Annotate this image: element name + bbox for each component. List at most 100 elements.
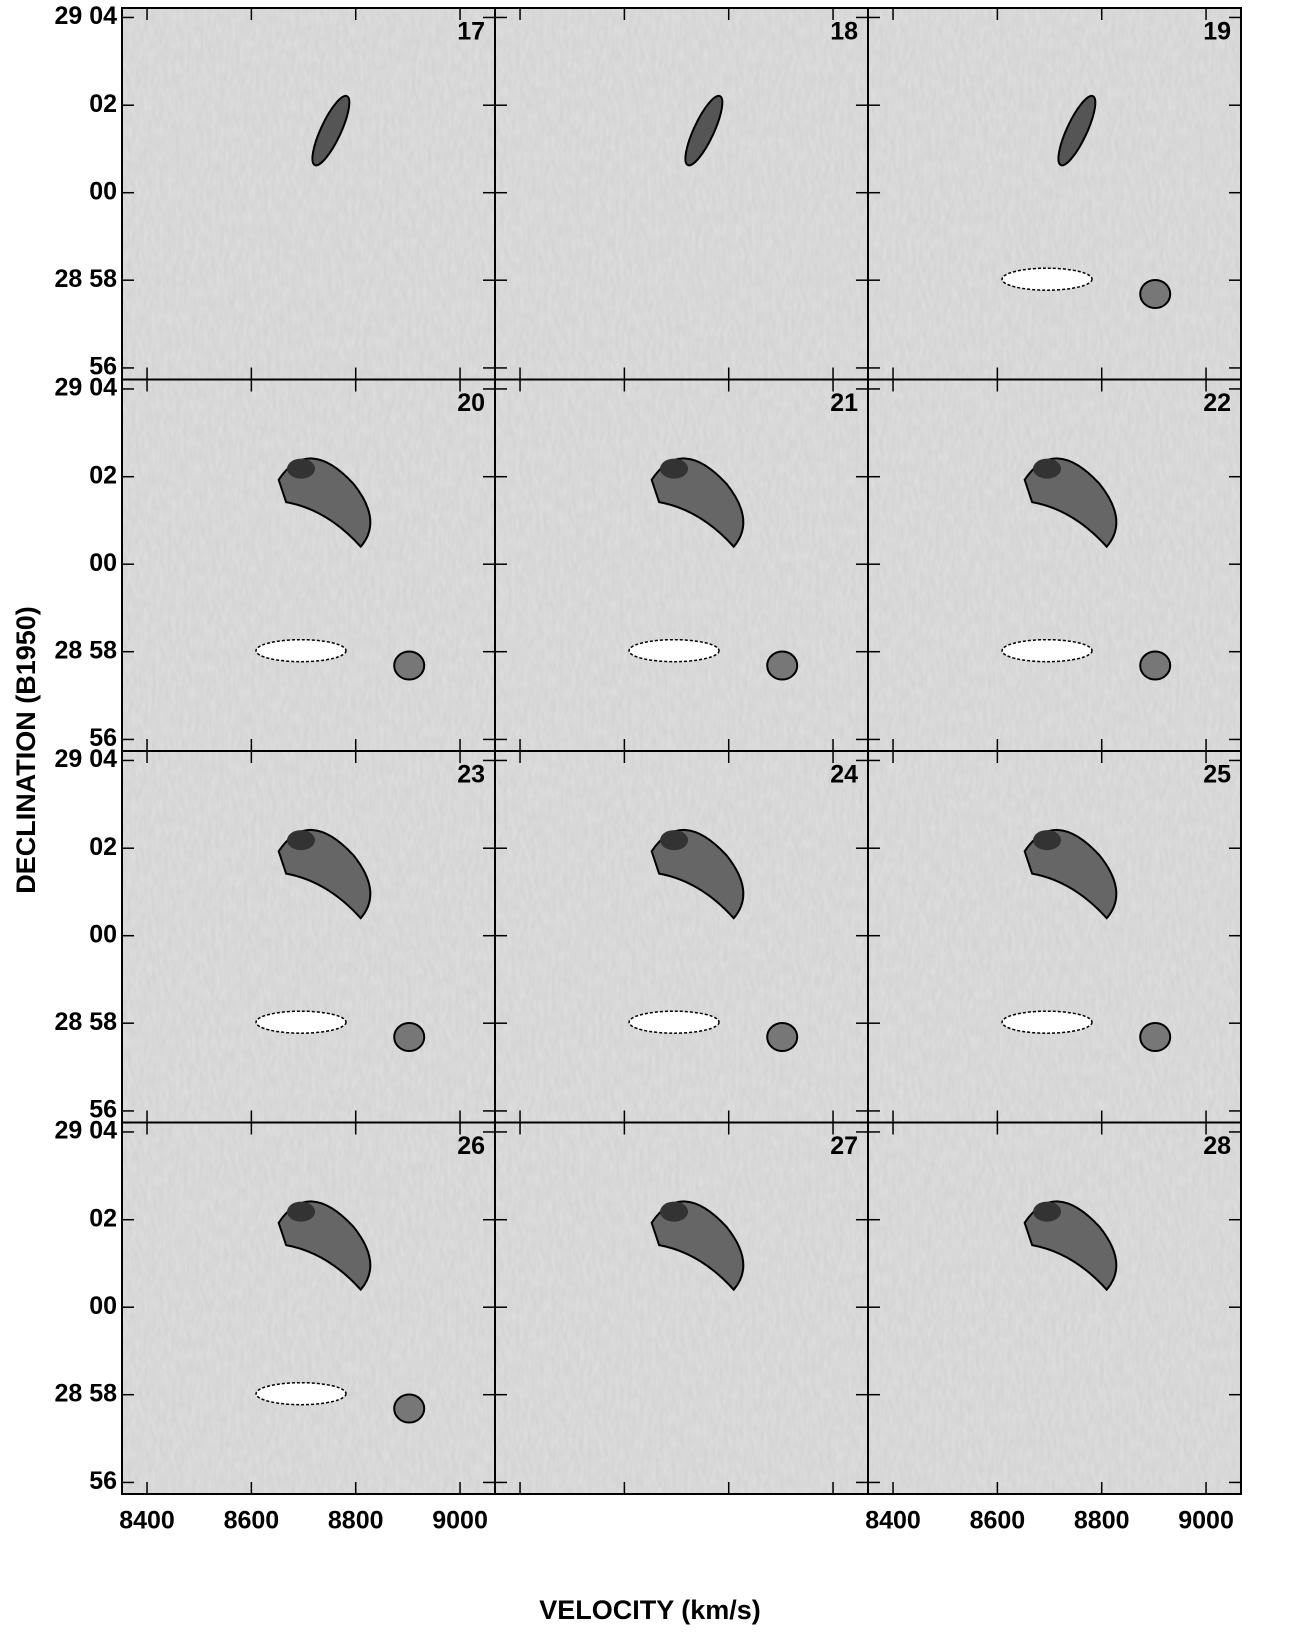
absorption bbox=[1001, 638, 1093, 663]
emission-core bbox=[1033, 1201, 1062, 1222]
emission bbox=[1139, 650, 1172, 681]
panel: 28 8400 8600 8800 9000 bbox=[865, 1121, 1242, 1535]
y-tick-label: 28 58 bbox=[54, 265, 117, 293]
emission bbox=[277, 457, 372, 549]
emission bbox=[393, 650, 426, 681]
emission bbox=[1023, 457, 1118, 549]
panel: 19 bbox=[867, 7, 1242, 381]
y-tick-label: 56 bbox=[89, 1096, 117, 1124]
emission bbox=[650, 828, 745, 920]
absorption bbox=[255, 1381, 347, 1406]
x-tick-label: 8800 bbox=[328, 1507, 384, 1535]
x-tick-label: 8600 bbox=[224, 1507, 280, 1535]
panel: 18 bbox=[494, 7, 869, 381]
x-tick-label: 8600 bbox=[970, 1507, 1026, 1535]
emission bbox=[766, 650, 799, 681]
y-tick-label: 00 bbox=[89, 1292, 117, 1320]
emission-core bbox=[660, 1201, 689, 1222]
y-tick-label: 29 04 bbox=[54, 1117, 117, 1145]
panel-label: 24 bbox=[830, 761, 858, 789]
panel-label: 25 bbox=[1203, 761, 1231, 789]
emission-core bbox=[1033, 458, 1062, 479]
panel-label: 18 bbox=[830, 18, 858, 46]
panel: 20 29 04 02 00 28 58 56 bbox=[54, 374, 496, 752]
panel: 25 bbox=[867, 750, 1242, 1124]
x-tick-label: 8400 bbox=[865, 1507, 921, 1535]
panel-label: 20 bbox=[457, 389, 485, 417]
panel-frame bbox=[867, 1121, 1242, 1495]
noise bbox=[495, 1122, 868, 1494]
panel: 21 bbox=[494, 378, 869, 752]
y-tick-label: 29 04 bbox=[54, 745, 117, 773]
y-tick-label: 02 bbox=[89, 833, 117, 861]
emission bbox=[650, 457, 745, 549]
noise bbox=[868, 8, 1241, 380]
x-axis-label: VELOCITY (km/s) bbox=[539, 1595, 761, 1625]
emission bbox=[766, 1022, 799, 1053]
noise bbox=[495, 8, 868, 380]
absorption bbox=[1001, 267, 1093, 291]
emission bbox=[277, 1200, 372, 1292]
y-tick-label: 00 bbox=[89, 177, 117, 205]
x-tick-label: 9000 bbox=[1178, 1507, 1234, 1535]
y-tick-label: 28 58 bbox=[54, 1008, 117, 1036]
emission-core bbox=[660, 830, 689, 851]
noise bbox=[495, 379, 868, 751]
panel: 22 bbox=[867, 378, 1242, 752]
absorption bbox=[255, 638, 347, 663]
emission bbox=[650, 1200, 745, 1292]
noise bbox=[122, 1122, 495, 1494]
emission bbox=[277, 828, 372, 920]
noise bbox=[122, 379, 495, 751]
absorption bbox=[1001, 1010, 1093, 1034]
y-tick-label: 56 bbox=[89, 724, 117, 752]
emission bbox=[1139, 279, 1172, 310]
y-tick-label: 00 bbox=[89, 549, 117, 577]
noise bbox=[868, 1122, 1241, 1494]
y-axis-label: DECLINATION (B1950) bbox=[11, 606, 41, 894]
emission bbox=[1023, 828, 1118, 920]
panel-label: 28 bbox=[1203, 1132, 1231, 1160]
emission-core bbox=[287, 458, 316, 479]
x-tick-label: 8800 bbox=[1074, 1507, 1130, 1535]
panel: 23 29 04 02 00 28 58 56 bbox=[54, 745, 496, 1124]
emission-core bbox=[660, 458, 689, 479]
y-tick-label: 56 bbox=[89, 1467, 117, 1495]
noise bbox=[122, 751, 495, 1123]
absorption bbox=[255, 1010, 347, 1034]
emission bbox=[393, 1393, 426, 1424]
emission-core bbox=[1033, 830, 1062, 851]
y-tick-label: 28 58 bbox=[54, 1379, 117, 1407]
panel-label: 21 bbox=[830, 389, 858, 417]
emission-core bbox=[287, 1201, 316, 1222]
noise bbox=[868, 379, 1241, 751]
noise bbox=[122, 8, 495, 380]
panel-label: 19 bbox=[1203, 18, 1231, 46]
y-tick-label: 28 58 bbox=[54, 636, 117, 664]
panel: 27 bbox=[494, 1121, 869, 1495]
panel-label: 22 bbox=[1203, 389, 1231, 417]
x-tick-label: 9000 bbox=[432, 1507, 488, 1535]
y-tick-label: 00 bbox=[89, 920, 117, 948]
x-tick-label: 8400 bbox=[119, 1507, 175, 1535]
panel: 17 29 04 02 00 28 58 56 bbox=[54, 2, 496, 381]
absorption bbox=[628, 1010, 720, 1034]
emission-core bbox=[287, 830, 316, 851]
emission bbox=[1139, 1022, 1172, 1053]
emission bbox=[684, 94, 724, 167]
panel-label: 26 bbox=[457, 1132, 485, 1160]
panel-label: 23 bbox=[457, 761, 485, 789]
panel-label: 17 bbox=[457, 18, 485, 46]
panel-label: 27 bbox=[830, 1132, 858, 1160]
emission bbox=[311, 94, 351, 167]
y-tick-label: 56 bbox=[89, 353, 117, 381]
noise bbox=[495, 751, 868, 1123]
noise bbox=[868, 751, 1241, 1123]
y-tick-label: 29 04 bbox=[54, 374, 117, 402]
emission bbox=[1023, 1200, 1118, 1292]
y-tick-label: 02 bbox=[89, 90, 117, 118]
y-tick-label: 29 04 bbox=[54, 2, 117, 30]
